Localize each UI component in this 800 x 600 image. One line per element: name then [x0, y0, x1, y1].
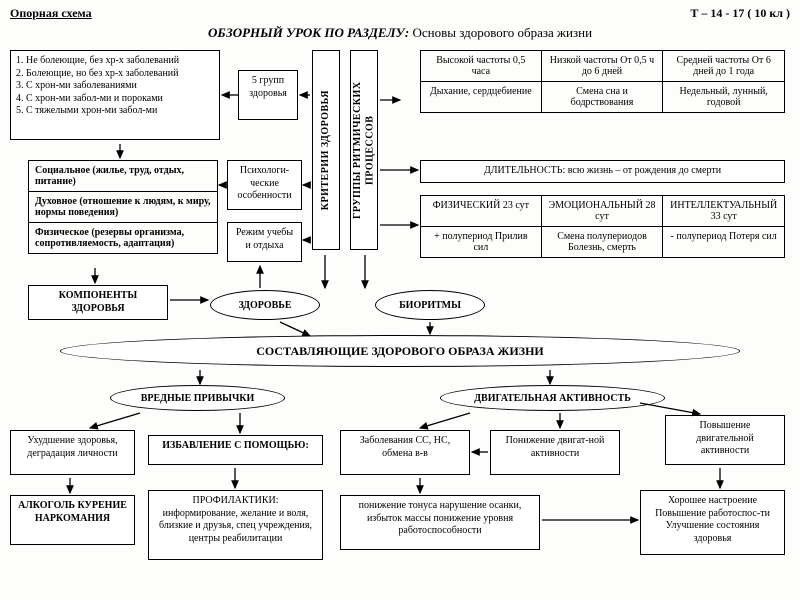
- cycle-cell: ФИЗИЧЕСКИЙ 23 сут: [420, 195, 542, 227]
- comp-phys: Физическое (резервы организма, сопротивл…: [35, 227, 184, 249]
- rhythm-vertical-text: ГРУППЫ РИТМИЧЕСКИХ ПРОЦЕССОВ: [352, 55, 377, 245]
- group-item: 1. Не болеющие, без хр-х заболеваний: [16, 55, 214, 68]
- good-mood-box: Хорошее настроение Повышение работоспос-…: [640, 490, 785, 555]
- cycle-cell: + полупериод Прилив сил: [420, 227, 542, 258]
- health-oval: ЗДОРОВЬЕ: [210, 290, 320, 320]
- prophylactics-box: ПРОФИЛАКТИКИ: информирование, желание и …: [148, 490, 323, 560]
- freq-cell: Высокой частоты 0,5 часа: [420, 50, 542, 82]
- habits-oval: ВРЕДНЫЕ ПРИВЫЧКИ: [110, 385, 285, 411]
- study-box: Режим учебы и отдыха: [227, 222, 302, 262]
- help-box: ИЗБАВЛЕНИЕ С ПОМОЩЬЮ:: [148, 435, 323, 465]
- activity-oval: ДВИГАТЕЛЬНАЯ АКТИВНОСТЬ: [440, 385, 665, 411]
- diseases-box: Заболевания СС, НС, обмена в-в: [340, 430, 470, 475]
- cycle-cell: - полупериод Потеря сил: [663, 227, 785, 258]
- tone-box: понижение тонуса нарушение осанки, избыт…: [340, 495, 540, 550]
- five-groups-label: 5 групп здоровья: [238, 70, 298, 120]
- cycles-grid: ФИЗИЧЕСКИЙ 23 сут ЭМОЦИОНАЛЬНЫЙ 28 сут И…: [420, 195, 785, 258]
- group-item: 2. Болеющие, но без хр-х заболеваний: [16, 68, 214, 81]
- cycle-cell: ИНТЕЛЛЕКТУАЛЬНЫЙ 33 сут: [663, 195, 785, 227]
- main-oval: СОСТАВЛЯЮЩИЕ ЗДОРОВОГО ОБРАЗА ЖИЗНИ: [60, 335, 740, 367]
- freq-cell: Недельный, лунный, годовой: [663, 82, 785, 113]
- components-label: КОМПОНЕНТЫ ЗДОРОВЬЯ: [28, 285, 168, 320]
- degradation-box: Ухудшение здоровья, деградация личности: [10, 430, 135, 475]
- health-groups-list: 1. Не болеющие, без хр-х заболеваний 2. …: [10, 50, 220, 140]
- page-title: ОБЗОРНЫЙ УРОК ПО РАЗДЕЛУ: Основы здорово…: [10, 25, 790, 41]
- group-item: 4. С хрон-ми забол-ми и пороками: [16, 93, 214, 106]
- freq-cell: Дыхание, сердцебиение: [420, 82, 542, 113]
- title-lead: ОБЗОРНЫЙ УРОК ПО РАЗДЕЛУ:: [208, 25, 409, 40]
- header-left: Опорная схема: [10, 6, 92, 21]
- header-right: Т – 14 - 17 ( 10 кл ): [690, 6, 790, 21]
- header: Опорная схема Т – 14 - 17 ( 10 кл ): [10, 6, 790, 21]
- title-topic: Основы здорового образа жизни: [412, 25, 592, 40]
- psych-box: Психологи-ческие особенности: [227, 160, 302, 210]
- group-item: 5. С тяжелыми хрон-ми забол-ми: [16, 105, 214, 118]
- cycle-cell: Смена полупериодов Болезнь, смерть: [542, 227, 664, 258]
- substances-box: АЛКОГОЛЬ КУРЕНИЕ НАРКОМАНИЯ: [10, 495, 135, 545]
- comp-social: Социальное (жилье, труд, отдых, питание): [35, 165, 184, 187]
- freq-cell: Средней частоты От 6 дней до 1 года: [663, 50, 785, 82]
- duration-box: ДЛИТЕЛЬНОСТЬ: всю жизнь – от рождения до…: [420, 160, 785, 183]
- biorhythms-oval: БИОРИТМЫ: [375, 290, 485, 320]
- comp-spirit: Духовное (отношение к людям, к миру, нор…: [35, 196, 211, 218]
- criteria-vertical-text: КРИТЕРИИ ЗДОРОВЬЯ: [320, 90, 333, 210]
- frequency-grid: Высокой частоты 0,5 часа Низкой частоты …: [420, 50, 785, 113]
- group-item: 3. С хрон-ми заболеваниями: [16, 80, 214, 93]
- lower-activity-box: Понижение двигат-ной активности: [490, 430, 620, 475]
- criteria-vertical: КРИТЕРИИ ЗДОРОВЬЯ: [312, 50, 340, 250]
- freq-cell: Низкой частоты От 0,5 ч до 6 дней: [542, 50, 664, 82]
- cycle-cell: ЭМОЦИОНАЛЬНЫЙ 28 сут: [542, 195, 664, 227]
- components-stack: Социальное (жилье, труд, отдых, питание)…: [28, 160, 218, 254]
- freq-cell: Смена сна и бодрствования: [542, 82, 664, 113]
- raise-activity-box: Повышение двигательной активности: [665, 415, 785, 465]
- rhythm-vertical: ГРУППЫ РИТМИЧЕСКИХ ПРОЦЕССОВ: [350, 50, 378, 250]
